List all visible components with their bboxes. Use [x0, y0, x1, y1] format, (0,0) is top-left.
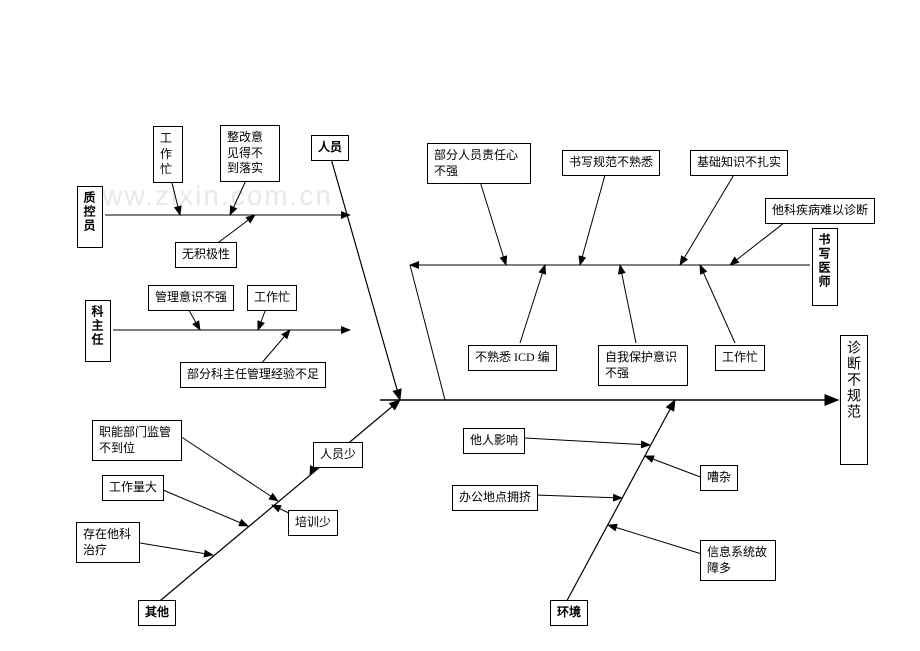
cat-dept: 科主任	[85, 300, 111, 362]
dept-cause-2: 部分科主任管理经验不足	[180, 362, 326, 388]
other-cause-4: 培训少	[288, 510, 338, 536]
wr-cause-6: 工作忙	[715, 345, 765, 371]
cat-staff: 人员	[311, 135, 349, 161]
cat-writer: 书写医师	[812, 228, 838, 306]
qc-cause-2: 无积极性	[175, 242, 237, 268]
env-cause-0: 他人影响	[463, 428, 525, 454]
dept-cause-0: 管理意识不强	[148, 285, 234, 311]
wr-cause-4: 不熟悉 ICD 编	[468, 345, 557, 371]
wr-cause-3: 他科疾病难以诊断	[765, 198, 875, 224]
env-cause-1: 办公地点拥挤	[452, 485, 538, 511]
wr-cause-1: 书写规范不熟悉	[562, 150, 660, 176]
env-cause-3: 信息系统故障多	[700, 540, 776, 581]
effect-box: 诊断不规范	[840, 335, 868, 465]
env-cause-2: 嘈杂	[700, 465, 738, 491]
wr-cause-5: 自我保护意识不强	[598, 345, 688, 386]
other-cause-2: 存在他科治疗	[76, 522, 140, 563]
other-cause-3: 人员少	[313, 442, 363, 468]
dept-cause-1: 工作忙	[247, 285, 297, 311]
other-cause-0: 职能部门监管不到位	[92, 420, 182, 461]
other-cause-1: 工作量大	[102, 475, 164, 501]
wr-cause-0: 部分人员责任心不强	[427, 143, 531, 184]
cat-env: 环境	[550, 600, 588, 626]
qc-cause-1: 整改意见得不到落实	[220, 125, 280, 182]
cat-qc: 质控员	[77, 186, 103, 248]
wr-cause-2: 基础知识不扎实	[690, 150, 788, 176]
cat-other: 其他	[138, 600, 176, 626]
qc-cause-0: 工作忙	[153, 126, 183, 183]
